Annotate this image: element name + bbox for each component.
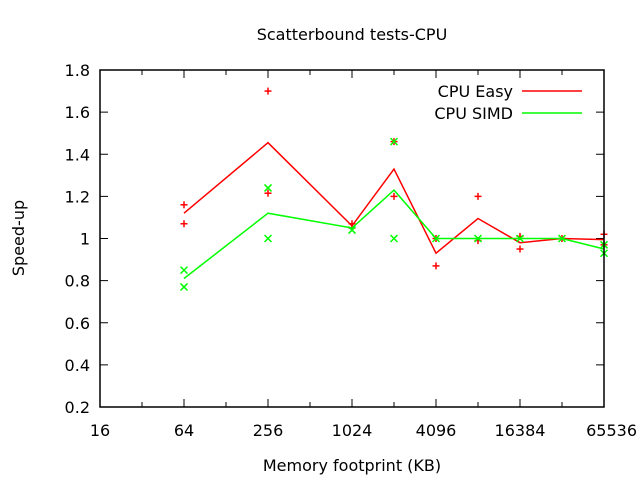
data-point-cpu-easy <box>264 87 272 95</box>
data-point-cpu-easy <box>474 192 482 200</box>
data-point-cpu-easy <box>264 189 272 197</box>
y-tick-label: 0.6 <box>65 314 90 333</box>
legend-label-cpu-simd: CPU SIMD <box>434 104 513 123</box>
data-point-cpu-simd <box>389 137 399 146</box>
data-point-cpu-simd <box>179 282 189 291</box>
x-tick-label: 1024 <box>332 421 373 440</box>
x-tick-label: 16 <box>90 421 110 440</box>
y-tick-label: 0.2 <box>65 398 90 417</box>
legend-label-cpu-easy: CPU Easy <box>438 82 513 101</box>
legend: CPU Easy CPU SIMD <box>434 82 582 123</box>
chart-title: Scatterbound tests-CPU <box>257 25 448 44</box>
y-tick-label: 1.4 <box>65 145 90 164</box>
data-point-cpu-simd <box>473 234 483 243</box>
series-cpu-simd <box>179 137 609 291</box>
data-point-cpu-easy <box>390 192 398 200</box>
series-line-cpu-simd <box>183 189 605 280</box>
y-tick-label: 1.8 <box>65 61 90 80</box>
data-point-cpu-simd <box>263 183 273 192</box>
y-axis-label: Speed-up <box>9 200 28 276</box>
data-point-cpu-simd <box>431 234 441 243</box>
y-tick-label: 1 <box>80 230 90 249</box>
data-point-cpu-easy <box>516 245 524 253</box>
data-point-cpu-easy <box>432 262 440 270</box>
y-tick-label: 1.2 <box>65 187 90 206</box>
data-point-cpu-easy <box>180 220 188 228</box>
x-axis-label: Memory footprint (KB) <box>263 456 441 475</box>
x-tick-label: 64 <box>174 421 194 440</box>
x-tick-label: 256 <box>253 421 284 440</box>
data-point-cpu-easy <box>180 201 188 209</box>
axis-ticks: 0.2 0.4 0.6 0.8 1 1.2 1.4 1.6 1.8 16 64 256 1024 4096… <box>65 61 637 440</box>
x-tick-label: 4096 <box>416 421 457 440</box>
data-point-cpu-simd <box>389 234 399 243</box>
y-tick-label: 0.8 <box>65 272 90 291</box>
series-cpu-easy <box>180 87 608 270</box>
x-tick-label: 16384 <box>495 421 546 440</box>
y-tick-label: 1.6 <box>65 103 90 122</box>
series-line-cpu-easy <box>183 141 605 255</box>
data-point-cpu-simd <box>557 234 567 243</box>
x-tick-label: 65536 <box>586 421 637 440</box>
data-point-cpu-simd <box>515 234 525 243</box>
y-tick-label: 0.4 <box>65 356 90 375</box>
data-point-cpu-simd <box>263 234 273 243</box>
series-group <box>179 87 609 291</box>
data-point-cpu-simd <box>179 266 189 275</box>
plot-frame <box>99 69 605 408</box>
data-point-cpu-simd <box>347 226 357 235</box>
